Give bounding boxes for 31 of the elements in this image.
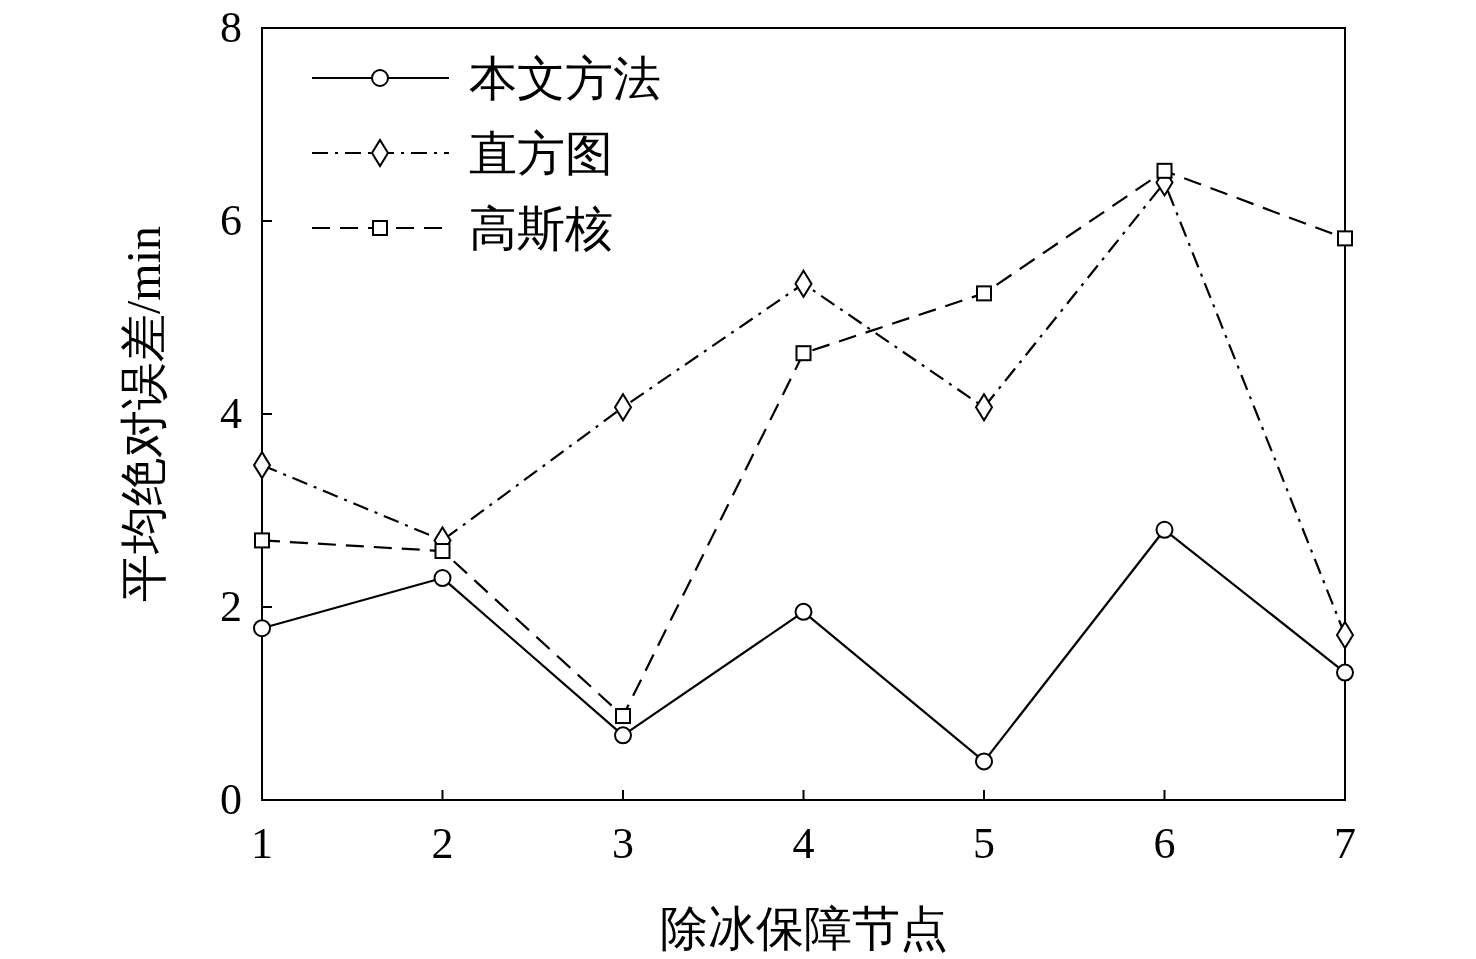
point [975, 752, 993, 771]
y-tick-label: 4 [220, 389, 242, 438]
y-tick-label: 6 [220, 196, 242, 245]
legend-label: 高斯核 [469, 202, 613, 255]
point [794, 602, 813, 621]
point [1155, 520, 1174, 539]
point [795, 345, 812, 362]
x-tick-label: 4 [792, 819, 815, 868]
point [1336, 663, 1354, 682]
y-tick-label: 8 [220, 3, 242, 52]
point [614, 726, 632, 745]
point [1156, 162, 1173, 179]
x-tick-label: 1 [251, 819, 273, 868]
point [433, 569, 452, 588]
point [253, 619, 271, 638]
y-axis-title: 平均绝对误差/min [117, 225, 170, 603]
point [434, 543, 451, 560]
x-tick-label: 5 [973, 819, 995, 868]
point [254, 532, 270, 549]
point [615, 708, 631, 725]
point [1337, 230, 1353, 247]
legend-label: 本文方法 [469, 52, 661, 105]
y-tick-label: 2 [220, 582, 242, 631]
point [976, 285, 992, 302]
x-tick-label: 3 [612, 819, 634, 868]
x-tick-label: 6 [1153, 819, 1176, 868]
x-tick-label: 2 [431, 819, 454, 868]
legend-label: 直方图 [469, 127, 613, 180]
x-tick-label: 7 [1334, 819, 1356, 868]
x-axis-title: 除冰保障节点 [659, 902, 948, 955]
y-tick-label: 0 [220, 775, 242, 824]
